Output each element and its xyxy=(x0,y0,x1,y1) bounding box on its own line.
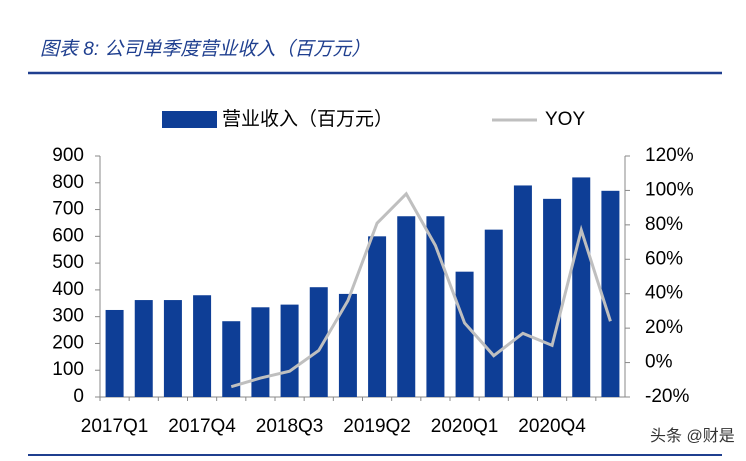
bar xyxy=(222,321,241,397)
bar xyxy=(513,185,532,397)
legend-swatch xyxy=(162,111,217,128)
bar xyxy=(105,309,124,397)
y-tick-label: 900 xyxy=(52,145,84,166)
bar xyxy=(193,295,212,397)
x-tick-label: 2020Q4 xyxy=(518,416,586,437)
y-tick-label: 100 xyxy=(52,359,84,380)
y-tick-label: 200 xyxy=(52,332,84,353)
bar xyxy=(338,293,357,397)
x-tick-label: 2017Q1 xyxy=(81,416,149,437)
bar xyxy=(455,271,474,397)
y-tick-label: 800 xyxy=(52,172,84,193)
bar xyxy=(309,287,328,397)
bar xyxy=(484,229,503,397)
watermark: 头条 @财是 xyxy=(650,427,735,445)
chart-title: 图表 8: 公司单季度营业收入（百万元） xyxy=(40,38,370,60)
bar xyxy=(543,198,562,397)
line xyxy=(230,191,612,389)
bar xyxy=(163,300,182,397)
y-tick-label: 0 xyxy=(73,386,84,407)
x-tick-label: 2020Q1 xyxy=(431,416,499,437)
bar xyxy=(368,236,387,397)
y2-tick-label: -20% xyxy=(645,386,689,407)
x-tick-label: 2017Q4 xyxy=(168,416,236,437)
bar xyxy=(251,307,270,397)
x-tick-label: 2018Q3 xyxy=(256,416,324,437)
bar xyxy=(280,304,299,397)
y2-tick-label: 100% xyxy=(645,179,694,200)
bar xyxy=(572,177,591,397)
legend-label: YOY xyxy=(545,109,585,130)
y2-tick-label: 120% xyxy=(645,145,694,166)
bar xyxy=(397,216,416,397)
bar xyxy=(134,300,153,397)
y-tick-label: 700 xyxy=(52,199,84,220)
y-tick-label: 300 xyxy=(52,306,84,327)
y2-tick-label: 20% xyxy=(645,317,683,338)
y2-tick-label: 60% xyxy=(645,248,683,269)
y2-tick-label: 80% xyxy=(645,214,683,235)
y-tick-label: 400 xyxy=(52,279,84,300)
bar xyxy=(601,190,620,397)
y-tick-label: 500 xyxy=(52,252,84,273)
x-tick-label: 2019Q2 xyxy=(343,416,411,437)
legend-label: 营业收入（百万元） xyxy=(222,108,393,130)
y2-tick-label: 0% xyxy=(645,352,673,373)
y2-tick-label: 40% xyxy=(645,283,683,304)
y-tick-label: 600 xyxy=(52,225,84,246)
